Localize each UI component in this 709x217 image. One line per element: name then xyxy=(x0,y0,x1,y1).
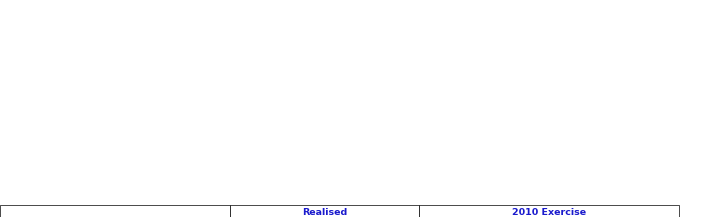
Text: 2010 Exercise: 2010 Exercise xyxy=(512,208,586,217)
Bar xyxy=(0,204,230,217)
Bar xyxy=(230,204,419,217)
Bar xyxy=(419,204,679,217)
Text: Realised: Realised xyxy=(302,208,347,217)
